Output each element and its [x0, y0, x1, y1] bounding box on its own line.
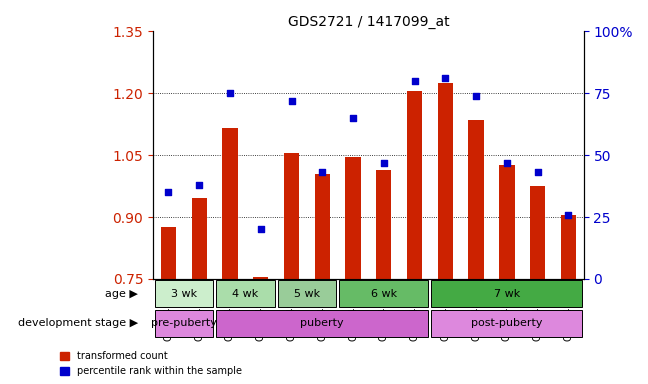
Point	[410, 78, 420, 84]
FancyBboxPatch shape	[155, 280, 213, 307]
Bar	[437, 83, 453, 279]
Bar	[376, 170, 391, 279]
Text: 5 wk: 5 wk	[294, 289, 320, 299]
Bar	[530, 186, 546, 279]
Text: development stage ▶: development stage ▶	[17, 318, 137, 328]
Point	[317, 169, 327, 175]
FancyBboxPatch shape	[277, 280, 336, 307]
Bar	[345, 157, 361, 279]
Point	[471, 93, 481, 99]
Bar	[161, 227, 176, 279]
Bar	[314, 174, 330, 279]
Point	[225, 90, 235, 96]
Bar	[192, 199, 207, 279]
Bar	[222, 128, 238, 279]
Point	[286, 98, 297, 104]
Point	[502, 159, 512, 166]
Text: post-puberty: post-puberty	[471, 318, 542, 328]
Bar	[253, 277, 268, 279]
FancyBboxPatch shape	[155, 310, 213, 337]
Bar	[561, 215, 576, 279]
Legend: transformed count, percentile rank within the sample: transformed count, percentile rank withi…	[57, 348, 245, 379]
Text: 6 wk: 6 wk	[371, 289, 397, 299]
Title: GDS2721 / 1417099_at: GDS2721 / 1417099_at	[288, 15, 449, 29]
Text: pre-puberty: pre-puberty	[151, 318, 217, 328]
Text: 7 wk: 7 wk	[494, 289, 520, 299]
FancyBboxPatch shape	[216, 280, 275, 307]
Point	[348, 115, 358, 121]
Point	[163, 189, 174, 195]
Point	[255, 226, 266, 232]
FancyBboxPatch shape	[432, 280, 583, 307]
Point	[563, 212, 573, 218]
Point	[378, 159, 389, 166]
Text: age ▶: age ▶	[105, 289, 137, 299]
Point	[440, 75, 450, 81]
FancyBboxPatch shape	[432, 310, 583, 337]
Point	[194, 182, 204, 188]
Bar	[284, 153, 299, 279]
FancyBboxPatch shape	[216, 310, 428, 337]
Text: 4 wk: 4 wk	[232, 289, 259, 299]
Bar	[407, 91, 422, 279]
Text: puberty: puberty	[301, 318, 344, 328]
Point	[533, 169, 543, 175]
Bar	[499, 166, 515, 279]
FancyBboxPatch shape	[339, 280, 428, 307]
Text: 3 wk: 3 wk	[171, 289, 197, 299]
Bar	[469, 120, 484, 279]
